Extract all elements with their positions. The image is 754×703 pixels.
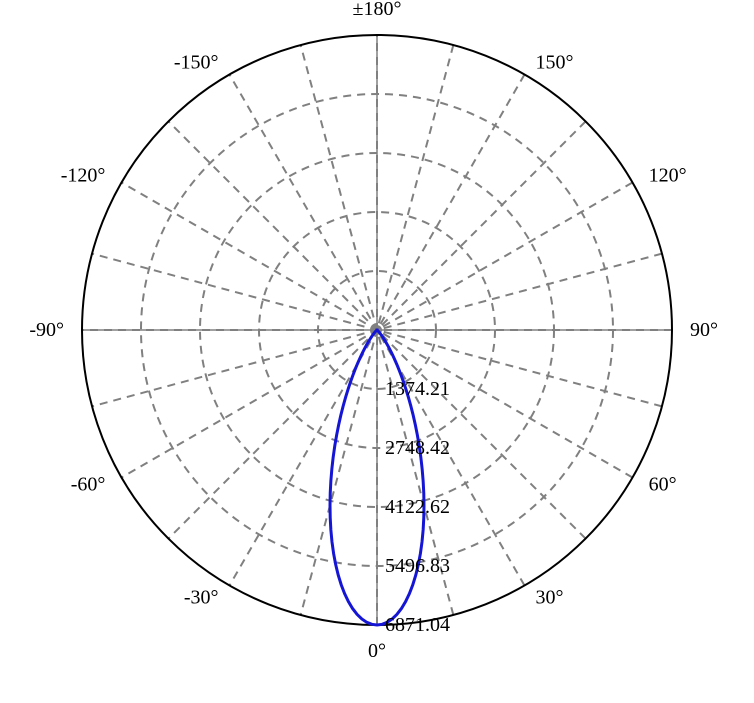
- radial-tick-label: 1374.21: [385, 378, 450, 400]
- radial-tick-label: 6871.04: [385, 614, 450, 636]
- angle-tick-label: ±180°: [353, 0, 402, 20]
- angle-tick-label: -30°: [184, 587, 219, 609]
- polar-chart: 1374.21 2748.42 4122.62 5496.83 6871.04 0° 30°…: [0, 0, 754, 703]
- angle-tick-label: 150°: [536, 51, 574, 73]
- angle-tick-label: 120°: [649, 165, 687, 187]
- angle-tick-label: -150°: [174, 51, 219, 73]
- angle-tick-label: 0°: [368, 640, 386, 662]
- radial-tick-label: 4122.62: [385, 496, 450, 518]
- radial-tick-label: 2748.42: [385, 437, 450, 459]
- angle-tick-label: 30°: [536, 587, 564, 609]
- angle-tick-label: 90°: [690, 319, 718, 341]
- angle-tick-label: -90°: [29, 319, 64, 341]
- angle-tick-label: -60°: [71, 474, 106, 496]
- angle-tick-label: -120°: [61, 165, 106, 187]
- angle-tick-label: 60°: [649, 474, 677, 496]
- radial-tick-label: 5496.83: [385, 555, 450, 577]
